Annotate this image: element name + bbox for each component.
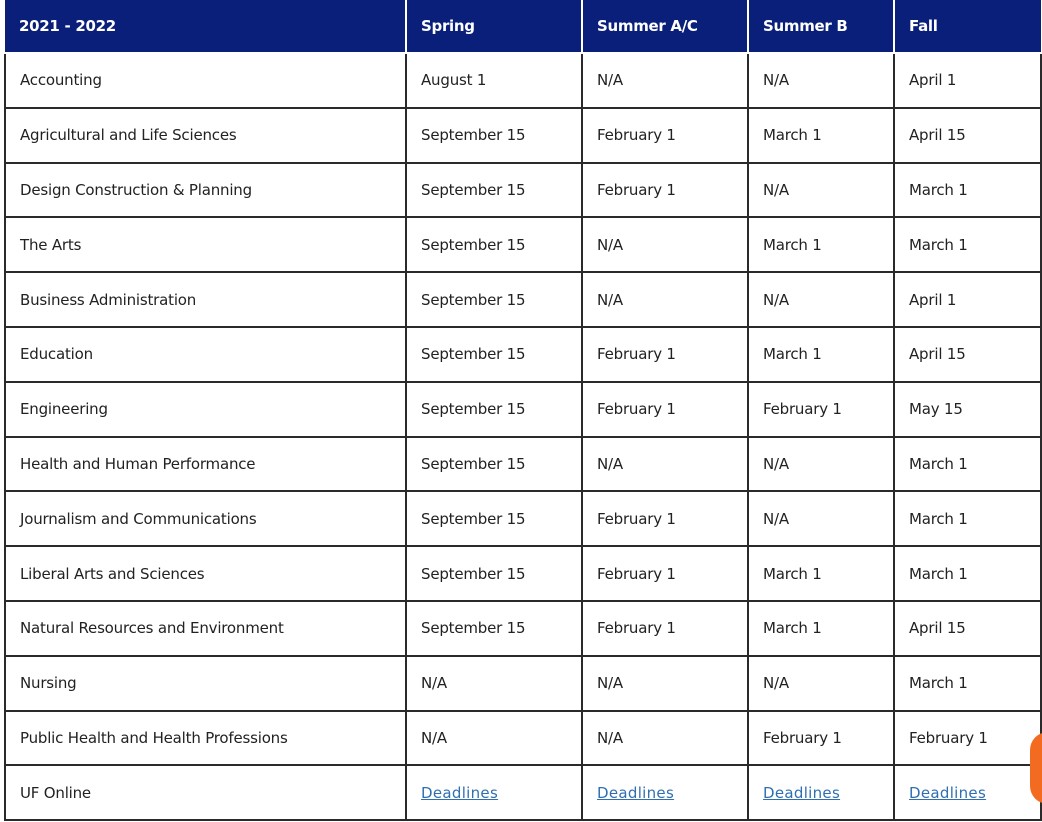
summer-b-deadline: N/A (748, 655, 895, 712)
header-summer-b: Summer B (748, 0, 895, 54)
spring-deadlines-link[interactable]: Deadlines (421, 783, 499, 802)
summer-ac-deadline: N/A (582, 655, 749, 712)
spring-deadline: September 15 (406, 436, 583, 493)
spring-deadline: September 15 (406, 326, 583, 383)
summer-ac-deadline: N/A (582, 272, 749, 328)
header-summer-ac: Summer A/C (582, 0, 749, 54)
college-name: Agricultural and Life Sciences (4, 107, 407, 164)
header-year: 2021 - 2022 (5, 0, 407, 54)
college-name: Health and Human Performance (4, 436, 407, 493)
summer-ac-deadline: February 1 (582, 326, 749, 383)
summer-b-deadline: February 1 (748, 381, 895, 438)
fall-deadline: April 1 (894, 53, 1042, 109)
spring-deadline: N/A (406, 655, 583, 712)
table-row: Accounting August 1 N/A N/A April 1 (4, 53, 1042, 109)
spring-deadline: September 15 (406, 491, 583, 548)
summer-b-deadline: March 1 (748, 546, 895, 602)
college-name: Business Administration (4, 272, 407, 328)
summer-b-deadline: N/A (748, 272, 895, 328)
spring-deadline: September 15 (406, 272, 583, 328)
spring-deadline-cell: Deadlines (406, 765, 583, 822)
spring-deadline: September 15 (406, 162, 583, 219)
fall-deadline: April 15 (894, 107, 1042, 164)
header-fall: Fall (894, 0, 1041, 54)
fall-deadline: March 1 (894, 491, 1042, 548)
table-row: Nursing N/A N/A N/A March 1 (4, 655, 1042, 712)
summer-ac-deadline: N/A (582, 710, 749, 767)
fall-deadline: March 1 (894, 162, 1042, 219)
table-row-uf-online: UF Online Deadlines Deadlines Deadlines … (4, 765, 1042, 822)
spring-deadline: August 1 (406, 53, 583, 109)
deadlines-table: 2021 - 2022 Spring Summer A/C Summer B F… (4, 0, 1042, 822)
summer-ac-deadline-cell: Deadlines (582, 765, 749, 822)
summer-b-deadline: N/A (748, 491, 895, 548)
summer-b-deadlines-link[interactable]: Deadlines (763, 783, 841, 802)
table-row: Education September 15 February 1 March 1 Ap… (4, 326, 1042, 383)
spring-deadline: September 15 (406, 600, 583, 657)
college-name: Education (4, 326, 407, 383)
summer-b-deadline: March 1 (748, 107, 895, 164)
spring-deadline: N/A (406, 710, 583, 767)
summer-b-deadline: N/A (748, 162, 895, 219)
spring-deadline: September 15 (406, 217, 583, 274)
summer-ac-deadline: February 1 (582, 107, 749, 164)
summer-b-deadline: March 1 (748, 326, 895, 383)
summer-ac-deadline: February 1 (582, 491, 749, 548)
table-row: Engineering September 15 February 1 Februar… (4, 381, 1042, 438)
header-spring: Spring (406, 0, 583, 54)
spring-deadline: September 15 (406, 546, 583, 602)
table-row: Public Health and Health Professions N/A N… (4, 710, 1042, 767)
summer-ac-deadlines-link[interactable]: Deadlines (597, 783, 675, 802)
summer-ac-deadline: N/A (582, 436, 749, 493)
college-name: UF Online (4, 765, 407, 822)
fall-deadlines-link[interactable]: Deadlines (909, 783, 987, 802)
college-name: Nursing (4, 655, 407, 712)
college-name: Public Health and Health Professions (4, 710, 407, 767)
summer-ac-deadline: N/A (582, 53, 749, 109)
table-row: Business Administration September 15 N/A N/… (4, 272, 1042, 328)
college-name: Accounting (4, 53, 407, 109)
table-row: Natural Resources and Environment Septemb… (4, 600, 1042, 657)
summer-b-deadline: N/A (748, 436, 895, 493)
fall-deadline: April 1 (894, 272, 1042, 328)
table-row: Design Construction & Planning September … (4, 162, 1042, 219)
summer-b-deadline-cell: Deadlines (748, 765, 895, 822)
spring-deadline: September 15 (406, 107, 583, 164)
fall-deadline: March 1 (894, 655, 1042, 712)
summer-ac-deadline: February 1 (582, 381, 749, 438)
spring-deadline: September 15 (406, 381, 583, 438)
table-row: Journalism and Communications September 1… (4, 491, 1042, 548)
table-row: Agricultural and Life Sciences September … (4, 107, 1042, 164)
summer-b-deadline: February 1 (748, 710, 895, 767)
fall-deadline: March 1 (894, 217, 1042, 274)
chat-bubble-icon[interactable] (1030, 732, 1042, 804)
fall-deadline: April 15 (894, 600, 1042, 657)
summer-ac-deadline: February 1 (582, 600, 749, 657)
table-row: Liberal Arts and Sciences September 15 Feb… (4, 546, 1042, 602)
college-name: Design Construction & Planning (4, 162, 407, 219)
summer-b-deadline: March 1 (748, 217, 895, 274)
fall-deadline: March 1 (894, 546, 1042, 602)
summer-ac-deadline: February 1 (582, 546, 749, 602)
college-name: Natural Resources and Environment (4, 600, 407, 657)
fall-deadline: March 1 (894, 436, 1042, 493)
summer-b-deadline: March 1 (748, 600, 895, 657)
college-name: The Arts (4, 217, 407, 274)
summer-ac-deadline: February 1 (582, 162, 749, 219)
summer-ac-deadline: N/A (582, 217, 749, 274)
fall-deadline: April 15 (894, 326, 1042, 383)
fall-deadline: February 1 (894, 710, 1042, 767)
college-name: Engineering (4, 381, 407, 438)
college-name: Journalism and Communications (4, 491, 407, 548)
fall-deadline-cell: Deadlines (894, 765, 1042, 822)
college-name: Liberal Arts and Sciences (4, 546, 407, 602)
fall-deadline: May 15 (894, 381, 1042, 438)
summer-b-deadline: N/A (748, 53, 895, 109)
header-row: 2021 - 2022 Spring Summer A/C Summer B F… (5, 0, 1041, 54)
table-row: The Arts September 15 N/A March 1 March 1 (4, 217, 1042, 274)
table-row: Health and Human Performance September 15… (4, 436, 1042, 493)
